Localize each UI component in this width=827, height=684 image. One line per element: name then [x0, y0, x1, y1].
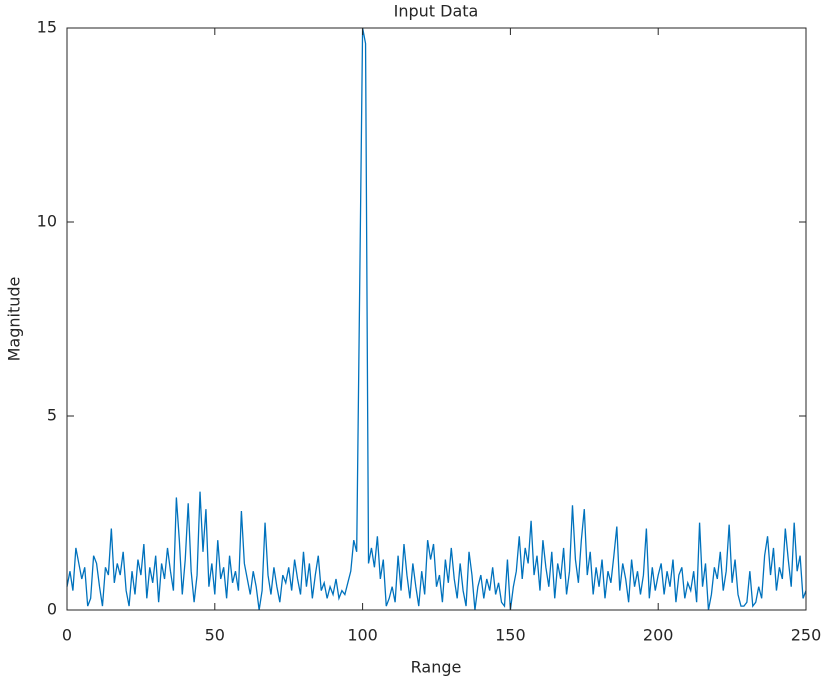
x-tick-label: 0 — [62, 626, 72, 645]
y-tick-label: 0 — [47, 600, 57, 619]
y-axis-label: Magnitude — [5, 277, 24, 362]
y-tick-label: 10 — [37, 212, 57, 231]
y-tick-label: 5 — [47, 406, 57, 425]
x-axis-label: Range — [411, 658, 462, 677]
x-tick-label: 150 — [495, 626, 526, 645]
x-tick-label: 100 — [347, 626, 378, 645]
y-tick-label: 15 — [37, 18, 57, 37]
chart-title: Input Data — [394, 2, 479, 21]
axes-box — [66, 27, 807, 611]
x-tick-label: 200 — [643, 626, 674, 645]
x-tick-label: 250 — [791, 626, 822, 645]
data-line — [66, 27, 807, 611]
x-tick-label: 50 — [205, 626, 225, 645]
